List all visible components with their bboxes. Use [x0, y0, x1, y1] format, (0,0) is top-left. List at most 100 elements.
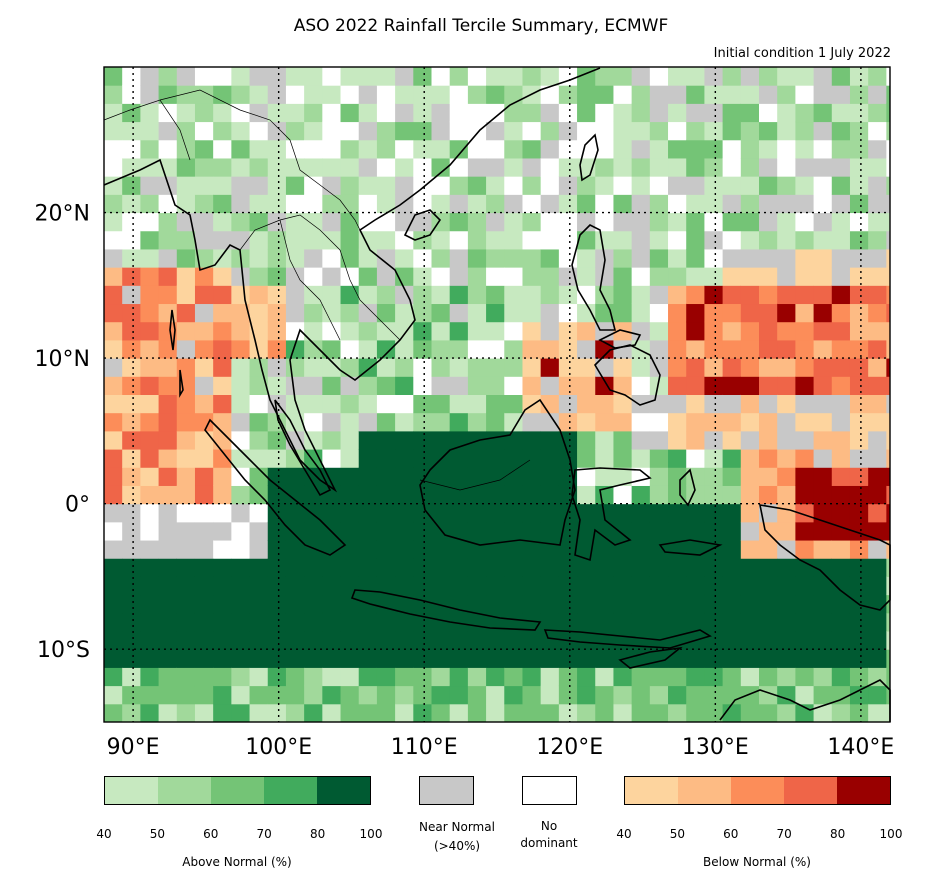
grid-cell	[613, 194, 633, 214]
grid-cell	[395, 558, 414, 577]
grid-cell	[122, 176, 141, 195]
grid-cell	[722, 412, 742, 432]
grid-cell	[376, 157, 396, 177]
grid-cell	[668, 212, 687, 232]
grid-cell	[831, 285, 851, 305]
grid-cell	[140, 631, 160, 650]
grid-cell	[285, 667, 305, 687]
grid-cell	[376, 503, 396, 523]
grid-cell	[358, 649, 378, 668]
grid-cell	[649, 376, 669, 395]
grid-cell	[831, 703, 851, 722]
grid-cell	[449, 176, 469, 195]
grid-cell	[577, 194, 596, 214]
grid-cell	[722, 521, 742, 541]
grid-cell	[795, 212, 815, 232]
colorbar-tick-label: 70	[256, 827, 272, 841]
grid-cell	[176, 67, 196, 86]
grid-cell	[668, 121, 687, 141]
grid-cell	[558, 430, 578, 450]
grid-cell	[267, 358, 287, 377]
grid-cell	[249, 521, 269, 541]
grid-cell	[431, 285, 451, 305]
grid-cell	[759, 67, 778, 86]
grid-cell	[522, 230, 542, 250]
grid-cell	[540, 631, 560, 650]
grid-cell	[831, 321, 851, 341]
colorbar-tick-label: 50	[149, 827, 166, 841]
grid-cell	[194, 467, 214, 486]
colorbar-segment	[678, 777, 731, 804]
near-normal-label: Near Normal (>40%)	[419, 820, 495, 853]
grid-cell	[140, 449, 160, 468]
grid-cell	[686, 558, 705, 577]
colorbar-segment	[731, 777, 784, 804]
grid-cell	[686, 430, 705, 450]
grid-cell	[213, 321, 232, 341]
grid-cell	[613, 139, 633, 159]
grid-cell	[122, 339, 141, 359]
grid-cell	[631, 139, 651, 159]
grid-cell	[140, 612, 160, 632]
grid-cell	[249, 285, 269, 305]
grid-cell	[686, 121, 705, 141]
grid-cell	[668, 194, 687, 214]
grid-cell	[831, 157, 851, 177]
grid-cell	[504, 85, 523, 104]
above-normal-colorbar	[104, 776, 371, 805]
grid-cell	[322, 139, 342, 159]
grid-cell	[704, 612, 724, 632]
grid-cell	[122, 667, 141, 687]
grid-cell	[722, 703, 742, 722]
grid-cell	[540, 576, 560, 596]
grid-cell	[686, 267, 705, 286]
grid-cell	[249, 394, 269, 414]
grid-cell	[886, 67, 890, 86]
grid-cell	[249, 121, 269, 141]
grid-cell	[395, 503, 414, 523]
grid-cell	[558, 376, 578, 395]
grid-cell	[668, 67, 687, 86]
grid-cell	[631, 558, 651, 577]
grid-cell	[304, 230, 323, 250]
grid-cell	[522, 485, 542, 505]
grid-cell	[122, 503, 141, 523]
grid-cell	[868, 85, 887, 104]
grid-cell	[504, 594, 523, 614]
grid-cell	[267, 485, 287, 505]
grid-cell	[267, 248, 287, 268]
grid-cell	[868, 230, 887, 250]
grid-cell	[795, 685, 815, 705]
grid-cell	[831, 248, 851, 268]
grid-cell	[231, 85, 251, 104]
grid-cell	[886, 667, 890, 687]
grid-cell	[849, 321, 869, 341]
grid-cell	[504, 685, 523, 705]
grid-cell	[595, 685, 614, 705]
grid-cell	[540, 339, 560, 359]
grid-cell	[176, 594, 196, 614]
grid-cell	[413, 467, 432, 486]
grid-cell	[358, 394, 378, 414]
grid-cell	[431, 540, 451, 559]
grid-cell	[777, 612, 796, 632]
grid-cell	[431, 194, 451, 214]
grid-cell	[104, 521, 123, 541]
grid-cell	[322, 449, 342, 468]
grid-cell	[631, 267, 651, 286]
grid-cell	[304, 321, 323, 341]
grid-cell	[831, 176, 851, 195]
grid-cell	[122, 467, 141, 486]
grid-cell	[704, 121, 724, 141]
grid-cell	[449, 558, 469, 577]
grid-cell	[558, 649, 578, 668]
grid-cell	[285, 485, 305, 505]
grid-cell	[759, 558, 778, 577]
grid-cell	[395, 103, 414, 123]
grid-cell	[176, 85, 196, 104]
grid-cell	[849, 376, 869, 395]
grid-cell	[376, 358, 396, 377]
grid-cell	[558, 667, 578, 687]
grid-cell	[558, 685, 578, 705]
grid-cell	[158, 558, 178, 577]
